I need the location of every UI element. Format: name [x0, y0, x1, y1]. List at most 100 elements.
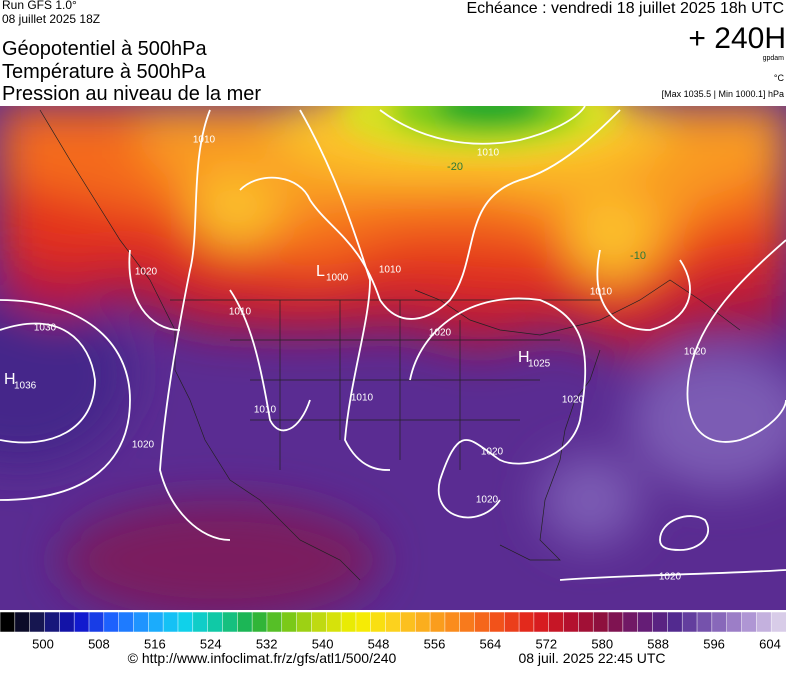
contour-label: 1010	[254, 405, 277, 416]
colorbar-swatch	[14, 611, 31, 633]
colorbar-swatch	[296, 611, 313, 633]
contour-label: 1020	[481, 447, 504, 458]
colorbar-tick-label: 500	[32, 636, 54, 651]
colorbar-tick-label: 532	[256, 636, 278, 651]
pressure-center-value: 1025	[528, 359, 551, 370]
colorbar-swatch	[756, 611, 772, 633]
colorbar-swatch	[385, 611, 402, 633]
colorbar-swatch	[237, 611, 253, 633]
contour-label: 1020	[132, 440, 155, 451]
colorbar-swatch	[73, 611, 90, 633]
colorbar-swatch	[770, 611, 786, 633]
colorbar-swatch	[148, 611, 164, 633]
colorbar-swatch	[681, 611, 698, 633]
colorbar-tick-label: 604	[759, 636, 781, 651]
colorbar-swatch	[311, 611, 328, 633]
contour-label: 1010	[351, 393, 374, 404]
pressure-center-value: 1036	[14, 381, 37, 392]
colorbar-swatch	[118, 611, 135, 633]
generated-time: 08 juil. 2025 22:45 UTC	[518, 650, 665, 666]
contour-label: 1020	[659, 572, 682, 583]
colorbar-swatch	[622, 611, 639, 633]
contour-label: 1020	[684, 347, 707, 358]
colorbar-tick-label: 588	[647, 636, 669, 651]
colorbar-swatch	[444, 611, 461, 633]
colorbar-swatch	[503, 611, 520, 633]
colorbar-tick-label: 572	[535, 636, 557, 651]
source: © http://www.infoclimat.fr/z/gfs/atl1/50…	[128, 650, 397, 666]
colorbar-swatch	[414, 611, 431, 633]
contour-label: 1020	[135, 267, 158, 278]
colorbar-tick-label: 596	[703, 636, 725, 651]
colorbar-tick-label: 580	[591, 636, 613, 651]
colorbar-swatch	[251, 611, 268, 633]
colorbar-swatch	[281, 611, 298, 633]
forecast-time: Echéance : vendredi 18 juillet 2025 18h …	[466, 0, 784, 17]
colorbar-swatch	[103, 611, 120, 633]
pressure-center-letter: H	[4, 371, 16, 388]
pressure-center-value: 1000	[326, 273, 349, 284]
contour-label: -20	[447, 161, 463, 173]
pressure-center-letter: L	[316, 263, 325, 280]
colorbar-tick-label: 524	[200, 636, 222, 651]
contour-label: 1010	[193, 135, 216, 146]
colorbar-swatch	[667, 611, 683, 633]
colorbar-swatch	[88, 611, 105, 633]
colorbar-swatch	[44, 611, 61, 633]
colorbar-swatch	[326, 611, 342, 633]
colorbar-swatch	[355, 611, 372, 633]
contour-label: 1020	[429, 328, 452, 339]
colorbar-swatch	[29, 611, 46, 633]
colorbar-tick-label: 508	[88, 636, 110, 651]
colorbar-swatch	[637, 611, 654, 633]
contour-label: 1030	[34, 323, 57, 334]
colorbar-swatch	[489, 611, 505, 633]
colorbar-swatch	[518, 611, 535, 633]
contour-label: 1020	[562, 395, 585, 406]
contour-label: -10	[630, 250, 646, 262]
map	[0, 106, 786, 610]
colorbar-tick-label: 516	[144, 636, 166, 651]
field-title: Température à 500hPa	[2, 61, 206, 83]
isobars	[0, 106, 786, 581]
colorbar-swatch	[59, 611, 75, 633]
colorbar-swatch	[474, 611, 491, 633]
colorbar-tick-label: 540	[312, 636, 334, 651]
run: Run GFS 1.0°	[2, 0, 77, 12]
contour-label: 1010	[229, 307, 252, 318]
colorbar-swatch	[340, 611, 357, 633]
field-title: Pression au niveau de la mer	[2, 83, 261, 105]
colorbar-tick-label: 564	[480, 636, 502, 651]
colorbar-swatch	[607, 611, 624, 633]
colorbar-swatch	[207, 611, 224, 633]
contour-label: 1020	[476, 495, 499, 506]
colorbar-swatch	[192, 611, 209, 633]
colorbar-swatch	[563, 611, 580, 633]
colorbar-tick-label: 556	[424, 636, 446, 651]
colorbar-swatch	[711, 611, 728, 633]
pressure-center-letter: H	[518, 349, 530, 366]
field-title: Géopotentiel à 500hPa	[2, 38, 207, 60]
colorbar-swatch	[592, 611, 609, 633]
colorbar-swatch	[222, 611, 239, 633]
colorbar-swatch	[726, 611, 743, 633]
contour-label: 1010	[379, 265, 402, 276]
colorbar-swatch	[578, 611, 594, 633]
colorbar-swatch	[741, 611, 758, 633]
colorbar-swatch	[459, 611, 476, 633]
colorbar-swatch	[370, 611, 387, 633]
unit-temp: °C	[774, 73, 785, 83]
colorbar-swatch	[266, 611, 283, 633]
colorbar-swatch	[429, 611, 446, 633]
colorbar-swatch	[0, 611, 16, 633]
run-date: 08 juillet 2025 18Z	[2, 12, 100, 26]
colorbar-swatch	[533, 611, 550, 633]
unit-geo: gpdam	[763, 55, 785, 62]
colorbar-swatch	[400, 611, 416, 633]
colorbar-swatch	[548, 611, 565, 633]
colorbar-swatch	[162, 611, 179, 633]
pressure-range: [Max 1035.5 | Min 1000.1] hPa	[662, 89, 784, 99]
colorbar-swatch	[652, 611, 669, 633]
colorbar-swatch	[696, 611, 713, 633]
